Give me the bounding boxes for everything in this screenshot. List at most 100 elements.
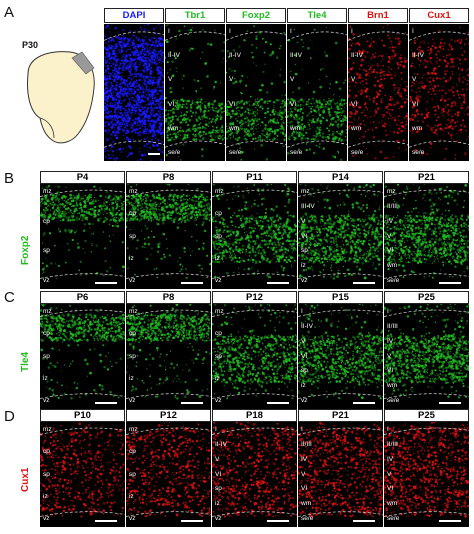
layer-label: I xyxy=(168,28,170,35)
layer-label: IV xyxy=(387,338,394,345)
layer-label: II-IV xyxy=(229,52,241,59)
age-label-p30: P30 xyxy=(22,40,39,50)
layer-label: I xyxy=(387,308,389,315)
channel-header-brn1: Brn1 xyxy=(348,8,408,23)
layer-label: se/e xyxy=(387,397,400,404)
layer-label: wm xyxy=(387,500,398,507)
panel-letter-a: A xyxy=(4,4,15,21)
layer-label: wm xyxy=(387,262,398,269)
layer-label: vz xyxy=(129,515,136,522)
layer-label: cp xyxy=(215,210,222,217)
layer-label: cp xyxy=(129,210,136,217)
layer-label: iz xyxy=(301,382,306,389)
layer-label: VI xyxy=(301,353,308,360)
micrograph-cux1-p21: I II/III IV V VI wm se/e xyxy=(298,422,383,527)
age-header-p15: P15 xyxy=(298,291,383,304)
layer-label: iz xyxy=(43,375,48,382)
micrograph-foxp2-p14: mz III-IV V VI sp iz vz xyxy=(298,184,383,289)
fluorescence-signal xyxy=(40,422,125,518)
age-header-p14: P14 xyxy=(298,171,383,184)
layer-label: II/III xyxy=(387,203,398,210)
layer-label: vz xyxy=(215,397,222,404)
layer-label: I xyxy=(412,28,414,35)
age-header-p21: P21 xyxy=(384,171,469,184)
layer-label: I xyxy=(215,426,217,433)
fluorescence-signal xyxy=(348,24,408,160)
layer-label: II-IV xyxy=(301,323,313,330)
scale-bar xyxy=(95,402,117,404)
layer-label: vz xyxy=(215,515,222,522)
fluorescence-signal xyxy=(409,26,469,160)
layer-label: wm xyxy=(168,125,179,132)
layer-label: sp xyxy=(43,471,50,478)
layer-label: cp xyxy=(43,218,50,225)
micrograph-tle4-p15: I II-IV V VI sp iz vz xyxy=(298,304,383,409)
scale-bar xyxy=(148,153,160,155)
layer-label: vz xyxy=(43,515,50,522)
layer-label: sp xyxy=(215,353,222,360)
layer-label: vz xyxy=(215,277,222,284)
layer-label: VI xyxy=(351,101,358,108)
row-label-tle4: Tle4 xyxy=(20,351,31,372)
micrograph-cux1-p12: mz cp sp iz vz xyxy=(126,422,211,527)
layer-label: sp xyxy=(43,247,50,254)
layer-label: V xyxy=(290,76,295,83)
layer-label: vz xyxy=(301,277,308,284)
micrograph-dapi xyxy=(104,24,164,161)
layer-label: iz xyxy=(43,493,48,500)
scale-bar xyxy=(267,520,289,522)
micrograph-cux1: I II-IV V VI wm se/e xyxy=(409,24,469,161)
fluorescence-signal xyxy=(40,184,125,280)
layer-label: VI xyxy=(290,101,297,108)
micrograph-cux1-p18: I II-IV V VI sp iz vz xyxy=(212,422,297,527)
channel-header-cux1: Cux1 xyxy=(409,8,469,23)
micrograph-foxp2-p21: mz II/III IV V VI wm se/e xyxy=(384,184,469,289)
layer-label: mz xyxy=(43,426,52,433)
layer-label: wm xyxy=(229,125,240,132)
fluorescence-signal xyxy=(384,184,469,279)
scale-bar xyxy=(353,520,375,522)
fluorescence-signal xyxy=(384,304,469,399)
layer-label: II/III xyxy=(387,441,398,448)
layer-label: se/e xyxy=(168,149,181,156)
age-header-p10: P10 xyxy=(40,409,125,422)
micrograph-cux1-p10: mz cp sp iz vz xyxy=(40,422,125,527)
layer-label: wm xyxy=(290,125,301,132)
layer-label: vz xyxy=(43,397,50,404)
layer-label: I xyxy=(301,308,303,315)
layer-label: vz xyxy=(301,397,308,404)
layer-label: II-IV xyxy=(351,52,363,59)
layer-label: VI xyxy=(412,101,419,108)
layer-label: mz xyxy=(301,188,310,195)
fluorescence-signal xyxy=(298,304,383,400)
layer-label: VI xyxy=(301,485,308,492)
panel-letter-c: C xyxy=(4,289,15,306)
channel-header-tbr1: Tbr1 xyxy=(165,8,225,23)
layer-label: vz xyxy=(129,277,136,284)
fluorescence-signal xyxy=(298,184,383,280)
layer-label: III-IV xyxy=(301,203,315,210)
scale-bar xyxy=(95,520,117,522)
fluorescence-signal xyxy=(40,304,125,400)
layer-label: V xyxy=(215,456,220,463)
age-header-p12: P12 xyxy=(126,409,211,422)
micrograph-foxp2: I II-IV V VI wm se/e xyxy=(226,24,286,161)
layer-label: mz xyxy=(387,188,396,195)
layer-label: sp xyxy=(129,233,136,240)
layer-label: V xyxy=(351,76,356,83)
layer-label: cp xyxy=(215,330,222,337)
layer-label: V xyxy=(301,471,306,478)
age-header-p25: P25 xyxy=(384,291,469,304)
micrograph-tle4-p12: mz cp sp iz vz xyxy=(212,304,297,409)
layer-label: VI xyxy=(168,101,175,108)
scale-bar xyxy=(181,402,203,404)
fluorescence-signal xyxy=(126,422,211,518)
layer-label: se/e xyxy=(387,277,400,284)
age-header-p6: P6 xyxy=(40,291,125,304)
layer-label: V xyxy=(168,76,173,83)
row-label-cux1: Cux1 xyxy=(20,467,31,492)
layer-label: I xyxy=(229,28,231,35)
layer-label: V xyxy=(229,76,234,83)
fluorescence-signal xyxy=(126,304,211,400)
layer-label: iz xyxy=(215,375,220,382)
